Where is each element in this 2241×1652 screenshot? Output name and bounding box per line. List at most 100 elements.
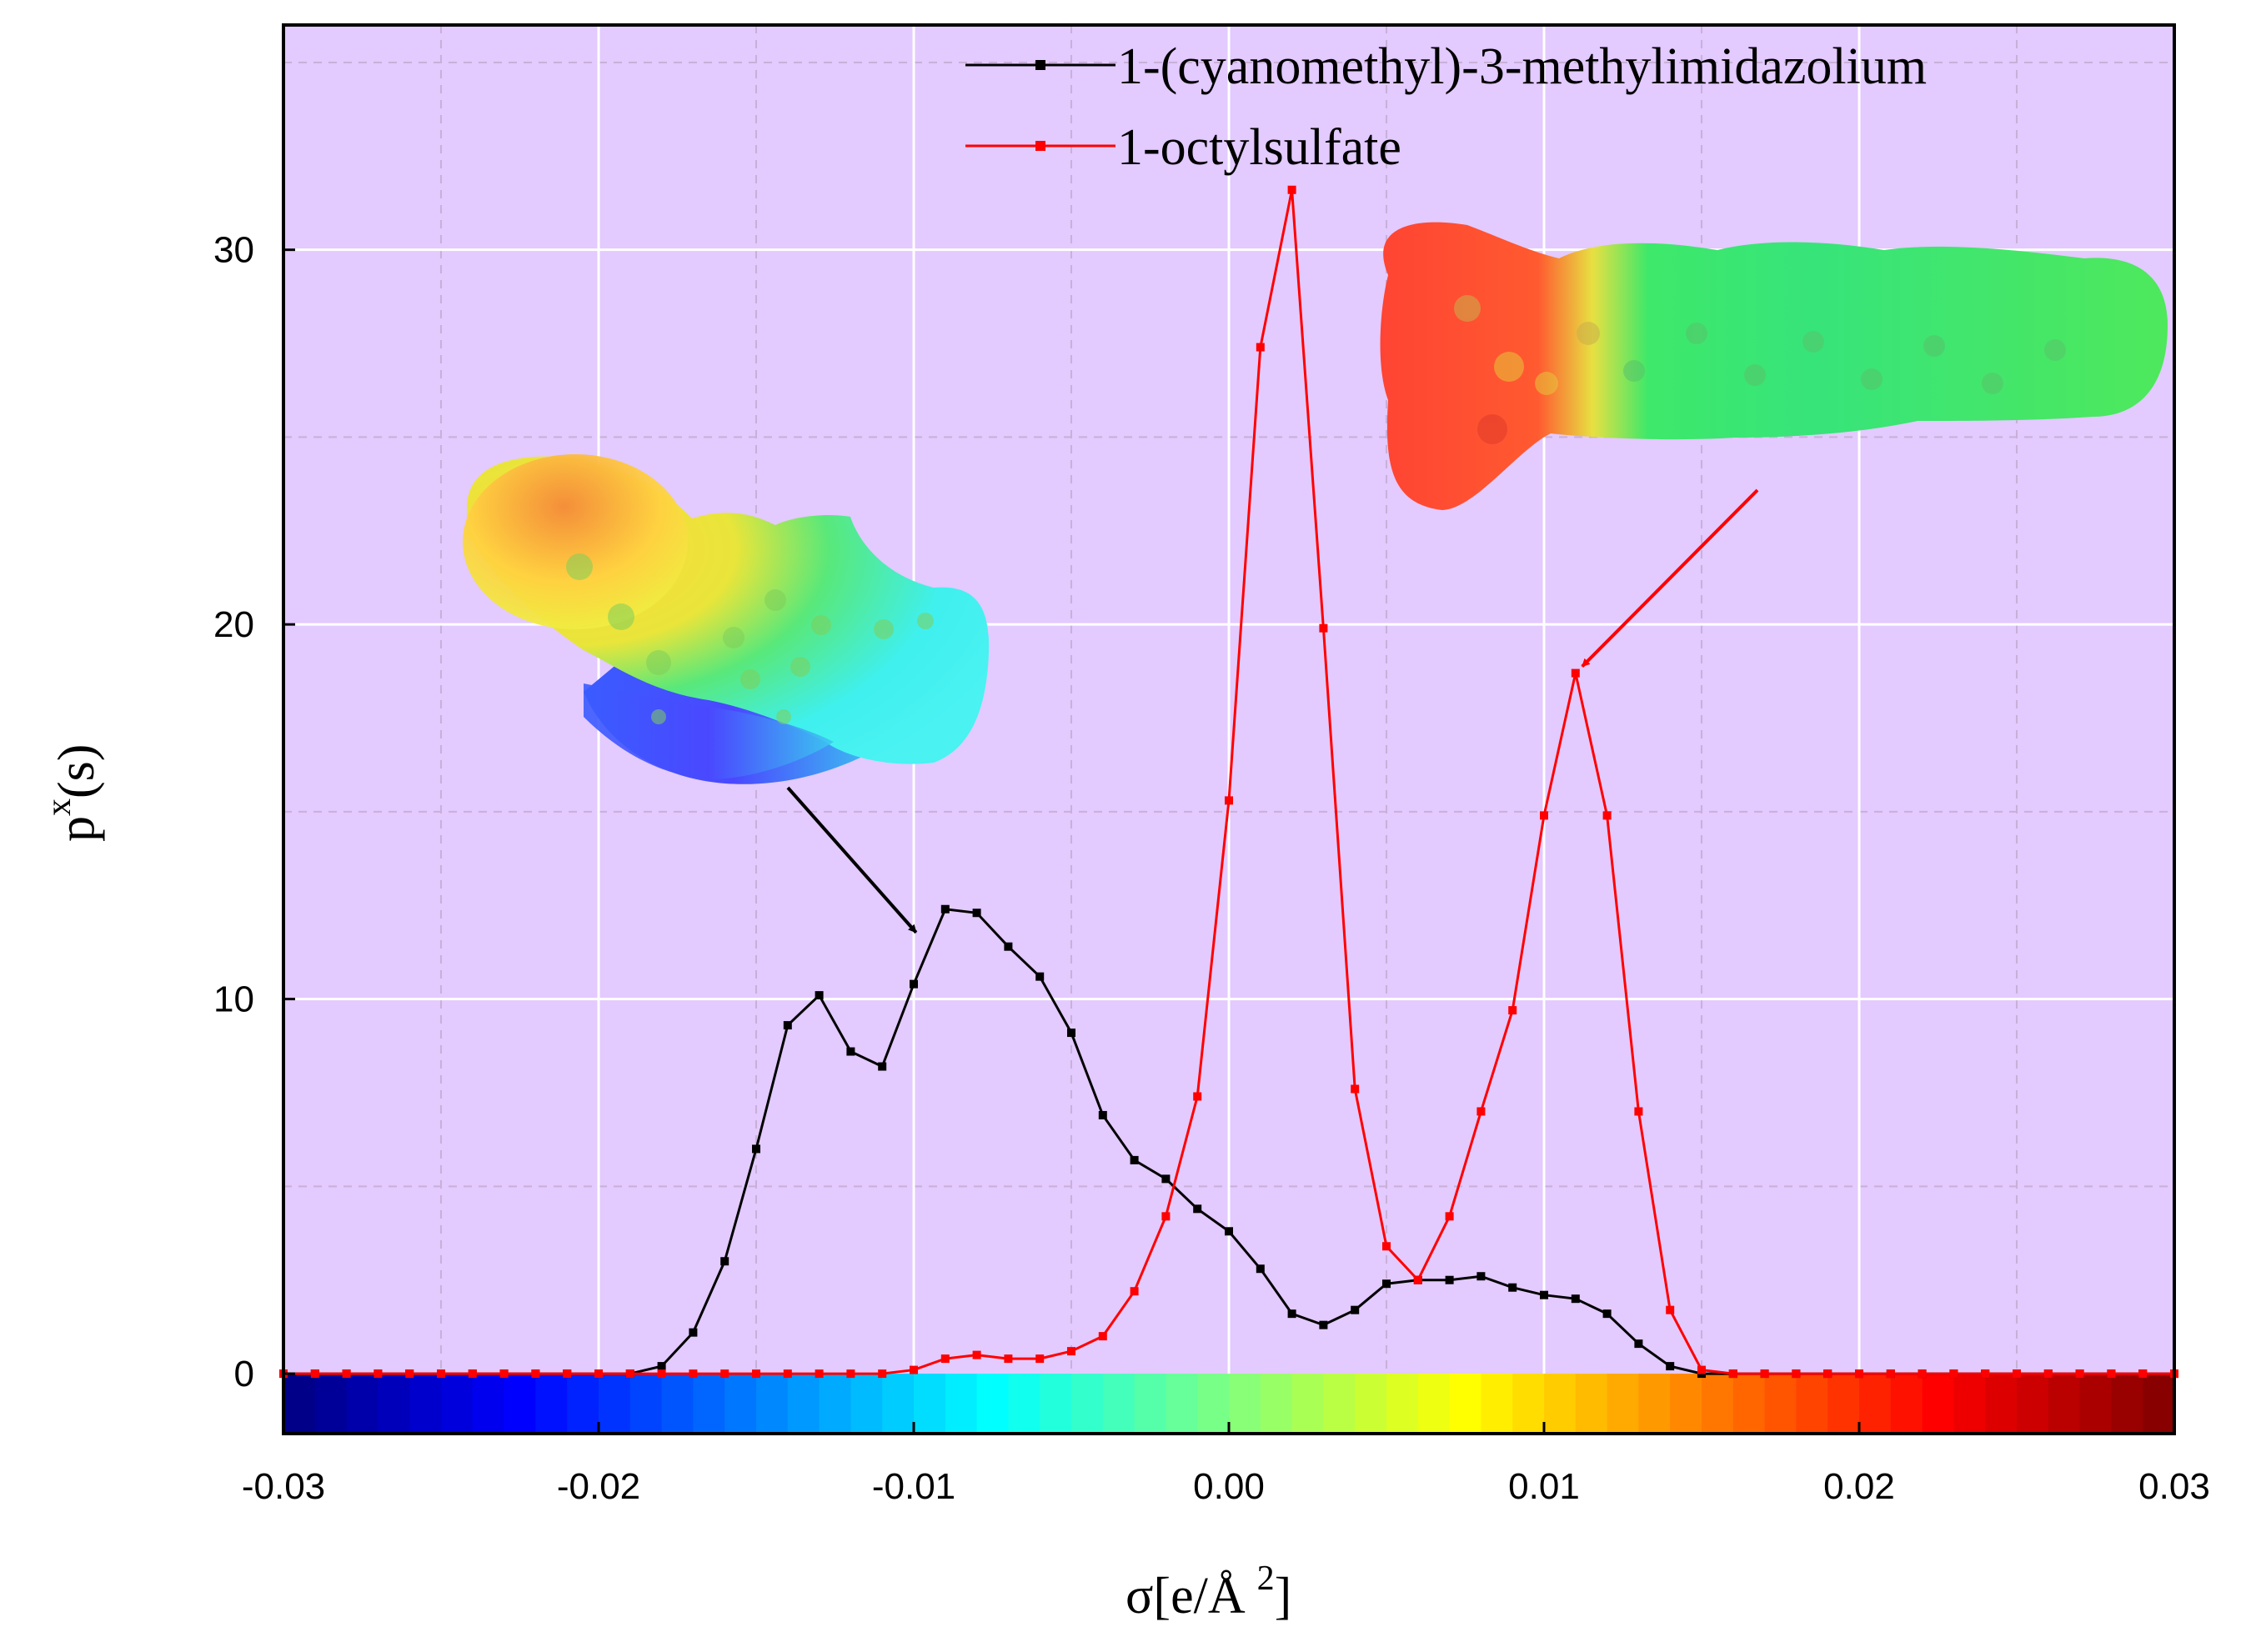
- data-point: [342, 1369, 351, 1379]
- data-point: [657, 1362, 666, 1371]
- data-point: [689, 1369, 698, 1379]
- data-point: [1287, 1309, 1296, 1319]
- x-axis-label: σ[e/Å 2]: [1126, 1559, 1291, 1624]
- colorbar-segment: [283, 1374, 316, 1434]
- colorbar-segment: [1040, 1374, 1072, 1434]
- data-point: [1949, 1369, 1958, 1379]
- colorbar-segment: [1071, 1374, 1104, 1434]
- data-point: [1792, 1369, 1801, 1379]
- colorbar-segment: [1166, 1374, 1199, 1434]
- data-point: [1634, 1107, 1643, 1116]
- colorbar-segment: [2079, 1374, 2113, 1434]
- data-point: [689, 1328, 698, 1337]
- data-point: [1540, 1290, 1548, 1299]
- colorbar-segment: [2143, 1374, 2175, 1434]
- data-point: [1067, 1347, 1075, 1356]
- data-point: [2138, 1369, 2148, 1379]
- data-point: [1602, 1309, 1612, 1319]
- anion-molecule-image: [1380, 222, 2168, 510]
- data-point: [499, 1369, 509, 1379]
- data-point: [1130, 1287, 1139, 1296]
- colorbar-segment: [2017, 1374, 2049, 1434]
- colorbar-segment: [1638, 1374, 1672, 1434]
- y-tick-label: 10: [213, 979, 254, 1020]
- colorbar-segment: [409, 1374, 442, 1434]
- data-point: [910, 1365, 918, 1374]
- colorbar-segment: [1859, 1374, 1892, 1434]
- data-point: [1287, 185, 1296, 194]
- data-point: [405, 1369, 414, 1379]
- data-point: [1256, 1264, 1265, 1274]
- data-point: [1508, 1283, 1517, 1292]
- data-point: [846, 1047, 855, 1056]
- colorbar-segment: [787, 1374, 820, 1434]
- colorbar-segment: [819, 1374, 852, 1434]
- data-point: [1161, 1212, 1171, 1221]
- data-point: [1161, 1174, 1171, 1184]
- anion-surface: [1380, 222, 2168, 510]
- colorbar-segment: [2048, 1374, 2081, 1434]
- data-point: [878, 1062, 887, 1071]
- data-point: [1035, 1354, 1045, 1364]
- data-point: [1508, 1006, 1517, 1015]
- data-point: [815, 991, 824, 1000]
- data-point: [563, 1369, 572, 1379]
- y-tick-label: 30: [213, 230, 254, 271]
- colorbar-segment: [1702, 1374, 1734, 1434]
- data-point: [1981, 1369, 1990, 1379]
- data-point: [1666, 1305, 1675, 1314]
- colorbar-segment: [1796, 1374, 1829, 1434]
- data-point: [940, 904, 950, 914]
- data-point: [720, 1369, 729, 1379]
- data-point: [1540, 811, 1548, 820]
- data-point: [783, 1021, 792, 1030]
- data-point: [972, 909, 981, 918]
- data-point: [1193, 1092, 1202, 1101]
- data-point: [2075, 1369, 2084, 1379]
- colorbar-segment: [1102, 1374, 1136, 1434]
- cation-molecule-image: [463, 454, 990, 784]
- data-point: [1035, 972, 1045, 981]
- legend-marker-anion: [1035, 141, 1045, 151]
- data-point: [1728, 1369, 1737, 1379]
- data-point: [1697, 1365, 1706, 1374]
- colorbar-segment: [1890, 1374, 1923, 1434]
- y-tick-label: 20: [213, 604, 254, 645]
- data-point: [1351, 1305, 1360, 1314]
- data-point: [910, 979, 918, 989]
- colorbar-segment: [693, 1374, 726, 1434]
- colorbar-segment: [724, 1374, 757, 1434]
- colorbar-segment: [1291, 1374, 1325, 1434]
- colorbar-segment: [756, 1374, 789, 1434]
- x-tick-label: 0.00: [1193, 1466, 1265, 1507]
- legend: 1-(cyanomethyl)-3-methylimidazolium 1-oc…: [965, 38, 1927, 176]
- colorbar-segment: [378, 1374, 411, 1434]
- colorbar-segment: [535, 1374, 569, 1434]
- data-point: [310, 1369, 319, 1379]
- data-point: [1823, 1369, 1832, 1379]
- colorbar-segment: [945, 1374, 978, 1434]
- series-layer: [279, 185, 2178, 1379]
- data-point: [720, 1257, 729, 1266]
- data-point: [1445, 1275, 1454, 1284]
- colorbar-segment: [1827, 1374, 1860, 1434]
- y-tick-label: 0: [234, 1354, 254, 1394]
- colorbar-segment: [441, 1374, 474, 1434]
- data-point: [1382, 1279, 1391, 1289]
- colorbar-segment: [1985, 1374, 2018, 1434]
- legend-marker-cation: [1035, 60, 1045, 70]
- colorbar-segment: [1260, 1374, 1293, 1434]
- colorbar-segment: [1922, 1374, 1955, 1434]
- data-point: [1319, 623, 1328, 633]
- x-tick-label: 0.03: [2138, 1466, 2210, 1507]
- colorbar-segment: [661, 1374, 694, 1434]
- data-point: [1571, 1294, 1580, 1304]
- data-point: [752, 1369, 760, 1379]
- colorbar-segment: [1764, 1374, 1797, 1434]
- data-point: [1382, 1242, 1391, 1251]
- colorbar-segment: [567, 1374, 599, 1434]
- legend-label-anion: 1-octylsulfate: [1117, 119, 1401, 176]
- colorbar-segment: [1008, 1374, 1041, 1434]
- x-tick-label: -0.03: [242, 1466, 325, 1507]
